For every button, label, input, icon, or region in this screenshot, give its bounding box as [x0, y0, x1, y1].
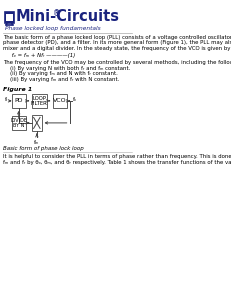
Text: LOOP
FILTER: LOOP FILTER	[31, 95, 48, 106]
Text: The frequency of the VCO may be controlled by several methods, including the fol: The frequency of the VCO may be controll…	[3, 60, 231, 65]
Text: Figure 1: Figure 1	[3, 87, 32, 92]
Bar	[12, 94, 26, 108]
Bar	[32, 115, 42, 131]
Bar	[53, 94, 67, 108]
Text: PD: PD	[15, 98, 23, 104]
Text: phase detector (PD), and a filter. In its more general form (Figure 1), the PLL : phase detector (PD), and a filter. In it…	[3, 40, 231, 45]
Bar	[12, 116, 26, 130]
Text: The basic form of a phase locked loop (PLL) consists of a voltage controlled osc: The basic form of a phase locked loop (P…	[3, 34, 231, 40]
Text: VCO: VCO	[53, 98, 67, 104]
Text: ®: ®	[53, 10, 61, 19]
Bar	[6, 14, 13, 20]
Text: fᵣ: fᵣ	[5, 97, 8, 102]
Bar	[5, 11, 14, 22]
Text: fₒ: fₒ	[73, 97, 77, 102]
Text: Mini-Circuits: Mini-Circuits	[16, 9, 120, 24]
Text: mixer and a digital divider. In the steady state, the frequency of the VCO is gi: mixer and a digital divider. In the stea…	[3, 46, 231, 51]
Text: fₘ: fₘ	[34, 140, 40, 145]
Text: Phase locked loop fundamentals: Phase locked loop fundamentals	[5, 26, 100, 31]
Bar	[32, 94, 47, 108]
Text: (ii) By varying fₘ and N with fᵣ constant.: (ii) By varying fₘ and N with fᵣ constan…	[3, 71, 118, 76]
Text: (iii) By varying fₘ and fᵣ with N constant.: (iii) By varying fₘ and fᵣ with N consta…	[3, 77, 119, 82]
Text: fₘ and fᵣ by θₒ, θₘ, and θᵣ respectively. Table 1 shows the transfer functions o: fₘ and fᵣ by θₒ, θₘ, and θᵣ respectively…	[3, 160, 231, 165]
Text: (i) By varying N with both fᵣ and fₘ constant.: (i) By varying N with both fᵣ and fₘ con…	[3, 65, 130, 70]
Text: fₒ = fₘ + Nfᵣ ————(1): fₒ = fₘ + Nfᵣ ————(1)	[3, 53, 75, 58]
Text: DIVIDE
BY N: DIVIDE BY N	[10, 118, 27, 128]
Text: It is helpful to consider the PLL in terms of phase rather than frequency. This : It is helpful to consider the PLL in ter…	[3, 154, 231, 159]
Text: Basic form of phase lock loop: Basic form of phase lock loop	[3, 146, 84, 151]
